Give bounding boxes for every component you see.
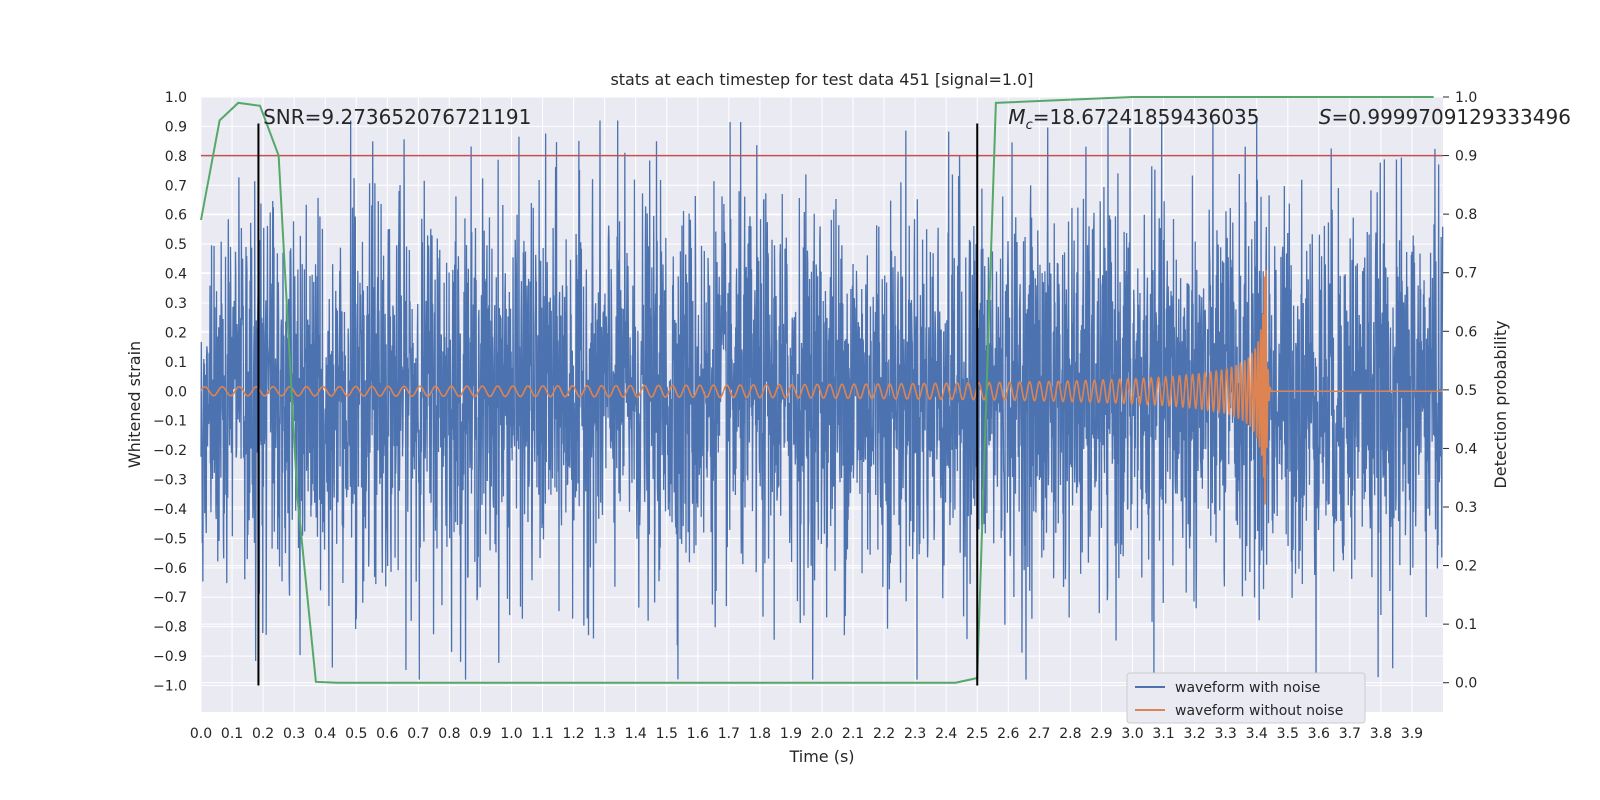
y-tick-label-left: 0.1 xyxy=(165,355,187,371)
signal-score-symbol: S xyxy=(1319,105,1332,129)
y-tick-label-left: 0.0 xyxy=(165,384,187,400)
y-tick-label-left: 0.8 xyxy=(165,149,187,165)
chirp-mass-value: =18.67241859436035 xyxy=(1033,105,1260,129)
y-tick-label-left: −0.3 xyxy=(153,473,187,489)
x-tick-label: 1.2 xyxy=(562,726,584,742)
y-tick-label-right: 0.0 xyxy=(1455,676,1477,692)
y-tick-label-left: −0.8 xyxy=(153,620,187,636)
x-tick-label: 3.8 xyxy=(1370,726,1392,742)
x-tick-label: 0.2 xyxy=(252,726,274,742)
y-tick-label-left: 1.0 xyxy=(165,90,187,106)
y-tick-label-left: 0.5 xyxy=(165,237,187,253)
x-tick-label: 3.6 xyxy=(1308,726,1330,742)
y-tick-label-right: 0.1 xyxy=(1455,617,1477,633)
y-axis-title-left: Whitened strain xyxy=(125,341,144,468)
x-tick-label: 0.1 xyxy=(221,726,243,742)
y-tick-label-right: 0.6 xyxy=(1455,324,1477,340)
x-tick-label: 1.0 xyxy=(500,726,522,742)
marker-layer xyxy=(257,123,979,686)
annotation-layer: SNR=9.273652076721191 Mc=18.672418594360… xyxy=(263,105,1571,133)
signal-score-annotation: S=0.9999709129333496 xyxy=(1319,105,1571,129)
x-tick-label: 2.1 xyxy=(842,726,864,742)
legend-label-noisy: waveform with noise xyxy=(1175,680,1320,696)
x-tick-label: 3.7 xyxy=(1339,726,1361,742)
x-tick-label: 1.7 xyxy=(718,726,740,742)
y-tick-label-left: −0.4 xyxy=(153,502,187,518)
chart-title: stats at each timestep for test data 451… xyxy=(610,70,1033,89)
y-tick-label-right: 1.0 xyxy=(1455,90,1477,106)
x-tick-label: 2.9 xyxy=(1090,726,1112,742)
y-tick-label-left: 0.7 xyxy=(165,178,187,194)
y-tick-label-right: 0.5 xyxy=(1455,383,1477,399)
y-tick-label-right: 0.2 xyxy=(1455,559,1477,575)
x-tick-label: 0.5 xyxy=(345,726,367,742)
x-tick-label: 3.3 xyxy=(1215,726,1237,742)
x-tick-label: 1.9 xyxy=(780,726,802,742)
y-tick-label-right: 0.7 xyxy=(1455,266,1477,282)
snr-annotation: SNR=9.273652076721191 xyxy=(263,105,531,129)
x-tick-label: 1.3 xyxy=(594,726,616,742)
series-waveform-with-noise xyxy=(200,120,1444,680)
y-tick-label-right: 0.8 xyxy=(1455,207,1477,223)
y-tick-label-left: −0.2 xyxy=(153,443,187,459)
chirp-mass-annotation: Mc=18.67241859436035 xyxy=(1008,105,1259,133)
x-tick-label: 0.3 xyxy=(283,726,305,742)
x-tick-label: 0.0 xyxy=(190,726,212,742)
y-tick-label-left: −1.0 xyxy=(153,679,187,695)
x-tick-label: 0.6 xyxy=(376,726,398,742)
x-tick-label: 3.2 xyxy=(1183,726,1205,742)
x-tick-label: 2.6 xyxy=(997,726,1019,742)
x-tick-label: 0.4 xyxy=(314,726,336,742)
y-tick-label-left: 0.4 xyxy=(165,267,187,283)
series-waveform-without-noise xyxy=(200,269,1443,505)
chirp-mass-symbol: M xyxy=(1008,105,1025,129)
x-tick-label: 2.3 xyxy=(904,726,926,742)
x-tick-label: 1.5 xyxy=(656,726,678,742)
x-tick-label: 1.8 xyxy=(749,726,771,742)
y-tick-label-left: −0.6 xyxy=(153,561,187,577)
x-tick-label: 1.1 xyxy=(531,726,553,742)
y-tick-label-left: 0.2 xyxy=(165,325,187,341)
y-tick-label-left: −0.9 xyxy=(153,649,187,665)
series-layer xyxy=(200,96,1444,684)
x-tick-label: 2.0 xyxy=(811,726,833,742)
y-tick-label-left: 0.6 xyxy=(165,208,187,224)
y-tick-label-left: 0.9 xyxy=(165,119,187,135)
tick-layer: 0.0 0.1 0.2 0.3 0.4 0.5 0.6 0.7 0.8 0.9 1.0 1.1 1.2 1… xyxy=(153,90,1477,742)
x-tick-label: 2.4 xyxy=(935,726,957,742)
y-tick-label-right: 0.4 xyxy=(1455,441,1477,457)
x-tick-label: 3.1 xyxy=(1152,726,1174,742)
x-tick-label: 3.0 xyxy=(1121,726,1143,742)
x-tick-label: 1.6 xyxy=(687,726,709,742)
legend: waveform with noise waveform without noi… xyxy=(1126,672,1366,724)
y-tick-label-left: −0.7 xyxy=(153,590,187,606)
x-tick-label: 2.7 xyxy=(1028,726,1050,742)
x-tick-label: 0.8 xyxy=(438,726,460,742)
y-tick-label-right: 0.3 xyxy=(1455,500,1477,516)
x-tick-label: 1.4 xyxy=(625,726,647,742)
x-tick-label: 0.7 xyxy=(407,726,429,742)
y-tick-label-left: 0.3 xyxy=(165,296,187,312)
legend-box xyxy=(1126,672,1366,724)
y-tick-label-left: −0.5 xyxy=(153,531,187,547)
y-tick-label-right: 0.9 xyxy=(1455,149,1477,165)
x-tick-label: 0.9 xyxy=(469,726,491,742)
y-axis-title-right: Detection probability xyxy=(1491,320,1510,488)
y-tick-label-left: −0.1 xyxy=(153,414,187,430)
legend-label-clean: waveform without noise xyxy=(1175,703,1343,719)
signal-score-value: =0.9999709129333496 xyxy=(1332,105,1571,129)
x-tick-label: 3.5 xyxy=(1277,726,1299,742)
x-tick-label: 3.4 xyxy=(1246,726,1268,742)
x-axis-title: Time (s) xyxy=(788,747,854,766)
x-tick-label: 2.5 xyxy=(966,726,988,742)
x-tick-label: 2.8 xyxy=(1059,726,1081,742)
x-tick-label: 2.2 xyxy=(873,726,895,742)
chirp-mass-subscript: c xyxy=(1026,118,1033,133)
x-tick-label: 3.9 xyxy=(1401,726,1423,742)
series-detection-probability xyxy=(200,96,1434,684)
